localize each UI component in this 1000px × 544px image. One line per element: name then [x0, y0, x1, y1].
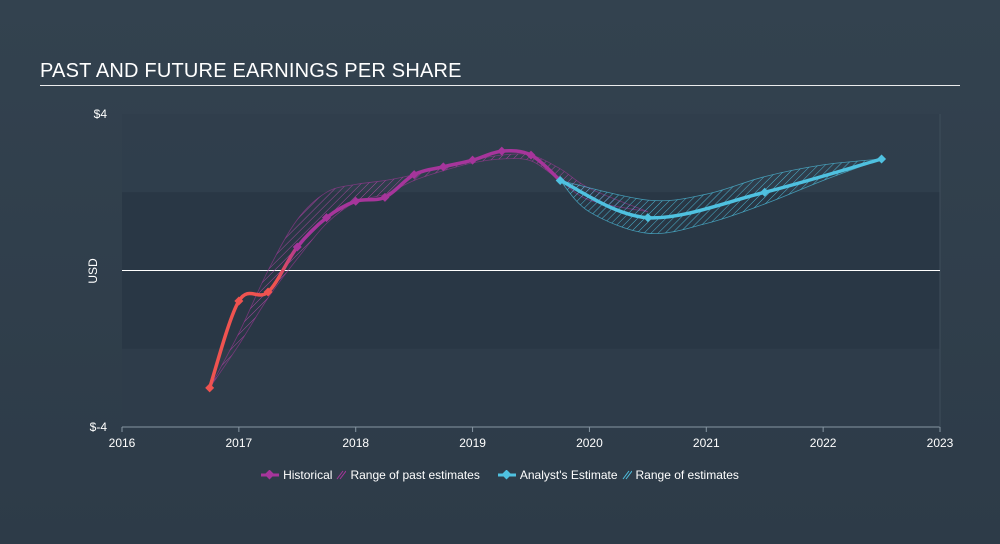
x-tick-label: 2022 [810, 436, 837, 450]
y-tick-label: $-4 [90, 420, 108, 434]
analyst-estimate-series-line [558, 157, 884, 220]
historical-point[interactable] [438, 162, 448, 172]
historical-point[interactable] [380, 192, 390, 202]
historical-point[interactable] [497, 146, 507, 156]
historical-points [205, 146, 536, 393]
legend-label-past-estimates: Range of past estimates [350, 468, 480, 482]
legend-item-historical[interactable]: Historical [261, 468, 332, 482]
historical-point[interactable] [526, 150, 536, 160]
y-tick-label: $4 [94, 107, 108, 121]
x-tick-label: 2017 [226, 436, 253, 450]
analyst-estimate-point[interactable] [643, 213, 653, 223]
legend-label-analyst-estimate: Analyst's Estimate [519, 468, 618, 482]
x-axis: 2016 2017 2018 2019 2020 2021 2022 2023 [109, 427, 954, 450]
historical-point[interactable] [468, 155, 478, 165]
analyst-estimate-point[interactable] [760, 187, 770, 197]
historical-legend-icon [261, 470, 280, 480]
y-axis-label: USD [86, 258, 100, 284]
x-tick-label: 2018 [342, 436, 369, 450]
historical-point[interactable] [205, 383, 215, 393]
historical-point[interactable] [409, 170, 419, 180]
analyst-estimate-points [555, 154, 887, 223]
analyst-estimate-point[interactable] [877, 154, 887, 164]
x-tick-label: 2020 [576, 436, 603, 450]
historical-point[interactable] [322, 213, 331, 223]
chart-title: PAST AND FUTURE EARNINGS PER SHARE [40, 60, 462, 82]
x-tick-label: 2016 [109, 436, 136, 450]
historical-point[interactable] [234, 296, 244, 306]
legend-label-estimates: Range of estimates [635, 468, 739, 482]
historical-point[interactable] [263, 287, 273, 297]
x-tick-label: 2021 [693, 436, 720, 450]
title-divider [40, 85, 960, 86]
legend-item-estimates[interactable]: Range of estimates [622, 468, 739, 482]
past-estimates-hatch-icon [337, 470, 347, 480]
historical-point[interactable] [292, 242, 302, 252]
legend-item-past-estimates[interactable]: Range of past estimates [336, 468, 480, 482]
estimates-hatch-icon [622, 470, 632, 480]
analyst-estimate-legend-icon [497, 470, 516, 480]
x-tick-label: 2023 [927, 436, 954, 450]
legend-item-analyst-estimate[interactable]: Analyst's Estimate [497, 468, 618, 482]
historical-point[interactable] [351, 196, 361, 206]
legend-label-historical: Historical [283, 468, 333, 482]
chart-legend: Historical Range of past estimates Analy… [0, 468, 1000, 482]
x-tick-label: 2019 [459, 436, 486, 450]
analyst-estimate-point[interactable] [555, 176, 565, 186]
y-axis: $4 $-4 [90, 107, 108, 434]
